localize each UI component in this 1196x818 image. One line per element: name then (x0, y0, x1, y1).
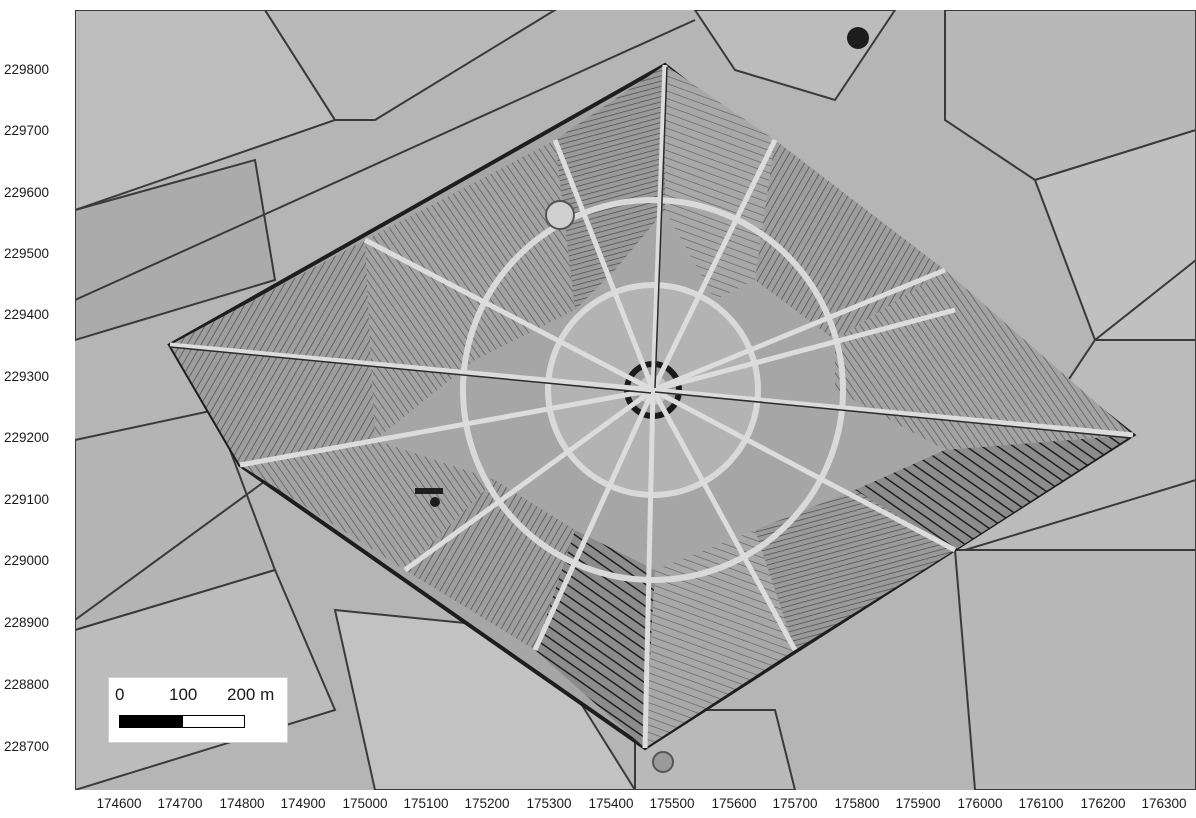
y-tick-label: 229000 (4, 553, 50, 568)
x-tick-label: 176200 (1080, 796, 1126, 811)
outer-ring-path (460, 197, 846, 583)
x-tick-label: 175100 (403, 796, 449, 811)
scale-bar: 0 100 200 m (108, 677, 288, 743)
x-tick-label: 175800 (834, 796, 880, 811)
y-tick-label: 229200 (4, 430, 50, 445)
scale-label-zero: 0 (115, 685, 125, 704)
x-tick-label: 175200 (464, 796, 510, 811)
y-tick-label: 229400 (4, 307, 50, 322)
y-tick-label: 229700 (4, 123, 50, 138)
scale-segment-white (182, 715, 245, 728)
y-tick-label: 229500 (4, 246, 50, 261)
x-tick-label: 174900 (280, 796, 326, 811)
y-tick-label: 228900 (4, 615, 50, 630)
y-tick-label: 228800 (4, 677, 50, 692)
radial-avenues (169, 64, 1134, 749)
x-tick-label: 175900 (895, 796, 941, 811)
outer-fields (75, 10, 1196, 790)
scale-label-100: 100 (169, 685, 198, 704)
scale-segment-black (119, 715, 182, 728)
x-tick-label: 175000 (342, 796, 388, 811)
x-tick-label: 176000 (957, 796, 1003, 811)
y-tick-label: 229100 (4, 492, 50, 507)
x-tick-label: 175600 (711, 796, 757, 811)
radial-estate (167, 27, 1137, 773)
y-tick-label: 229800 (4, 62, 50, 77)
x-tick-label: 175500 (649, 796, 695, 811)
x-tick-label: 175300 (526, 796, 572, 811)
x-tick-label: 174600 (96, 796, 142, 811)
lidar-map-view[interactable] (75, 10, 1196, 790)
hillshade-map (75, 10, 1196, 790)
x-tick-label: 174700 (157, 796, 203, 811)
x-tick-label: 174800 (219, 796, 265, 811)
x-tick-label: 175400 (588, 796, 634, 811)
x-tick-label: 176100 (1018, 796, 1064, 811)
scale-label-200m: 200 m (227, 685, 275, 704)
y-tick-label: 228700 (4, 739, 50, 754)
x-tick-label: 176300 (1141, 796, 1187, 811)
y-tick-label: 229300 (4, 369, 50, 384)
x-tick-label: 175700 (772, 796, 818, 811)
y-tick-label: 229600 (4, 185, 50, 200)
